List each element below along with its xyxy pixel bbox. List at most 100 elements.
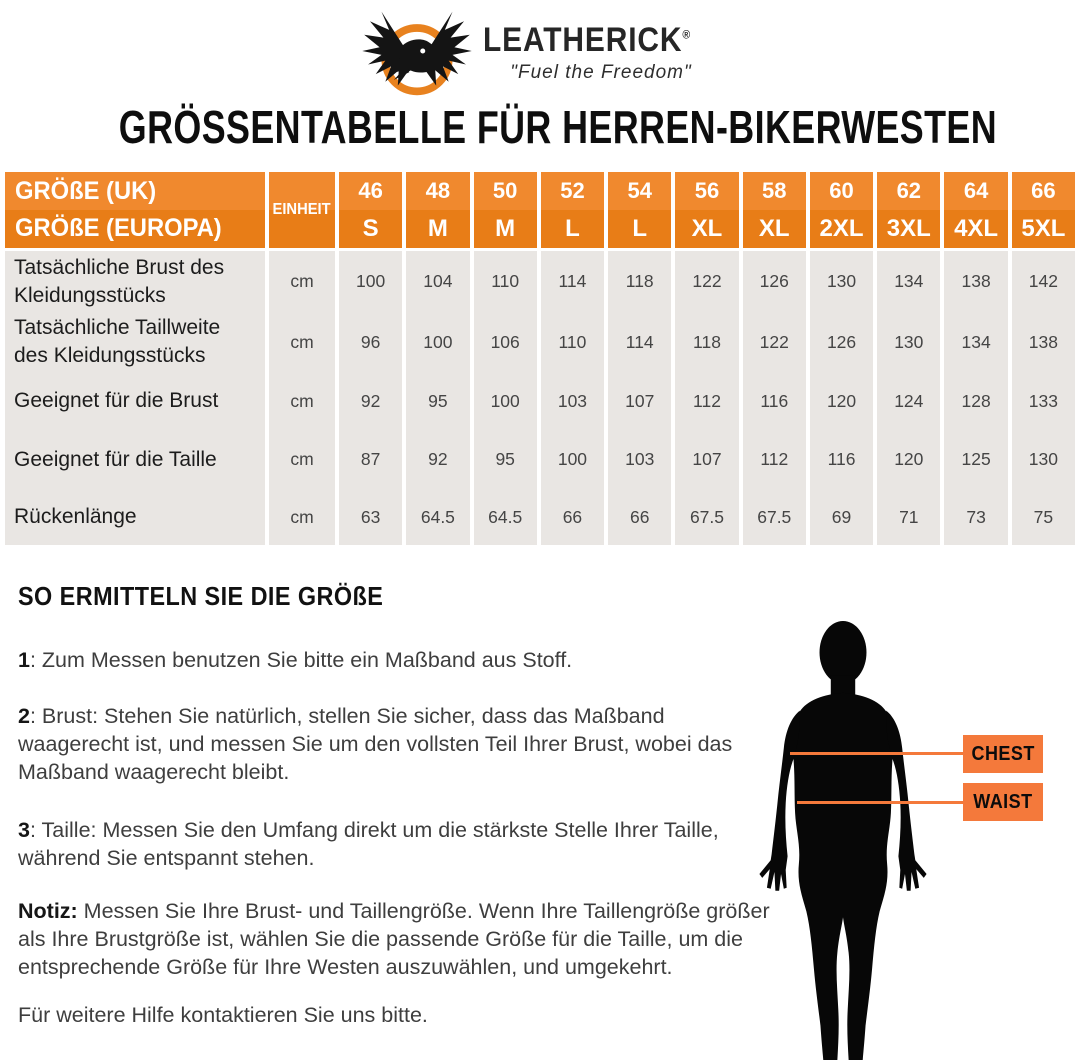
value-cell: 112 xyxy=(675,372,739,430)
brand-text-block: LEATHERICK® "Fuel the Freedom" xyxy=(483,21,719,84)
eagle-logo-icon xyxy=(362,11,472,96)
unit-cell: cm xyxy=(269,489,335,545)
row-label: Rückenlänge xyxy=(5,489,265,545)
value-cell: 87 xyxy=(339,430,403,489)
value-cell: 142 xyxy=(1011,251,1075,312)
value-cell: 75 xyxy=(1011,489,1075,545)
uk-size-header: 52 xyxy=(540,172,605,210)
value-cell: 100 xyxy=(473,372,537,430)
value-cell: 118 xyxy=(608,251,672,312)
value-cell: 130 xyxy=(1011,430,1075,489)
eu-size-header: 4XL xyxy=(944,210,1008,248)
eu-size-header: M xyxy=(473,210,537,248)
value-cell: 138 xyxy=(944,251,1008,312)
row-label: Geeignet für die Brust xyxy=(5,372,265,430)
header-body-divider xyxy=(5,248,1075,251)
value-cell: 110 xyxy=(473,251,537,312)
value-cell: 128 xyxy=(944,372,1008,430)
value-cell: 66 xyxy=(540,489,605,545)
guide-step-1: 1: Zum Messen benutzen Sie bitte ein Maß… xyxy=(18,648,573,672)
size-eu-label: GRÖßE (EUROPA) xyxy=(15,214,222,242)
brand-tagline: "Fuel the Freedom" xyxy=(510,61,692,83)
value-cell: 103 xyxy=(540,372,605,430)
eu-size-header: S xyxy=(339,210,403,248)
value-cell: 138 xyxy=(1011,312,1075,372)
uk-size-header: 58 xyxy=(742,172,806,210)
value-cell: 95 xyxy=(473,430,537,489)
guide-step-2: 2: Brust: Stehen Sie natürlich, stellen … xyxy=(18,704,733,784)
uk-size-header: 60 xyxy=(809,172,874,210)
size-table-body: Tatsächliche Brust des Kleidungsstücks c… xyxy=(5,251,1075,545)
value-cell: 114 xyxy=(608,312,672,372)
value-cell: 67.5 xyxy=(742,489,806,545)
value-cell: 110 xyxy=(540,312,605,372)
value-cell: 120 xyxy=(877,430,941,489)
value-cell: 124 xyxy=(877,372,941,430)
chest-measure-line xyxy=(790,752,963,755)
value-cell: 73 xyxy=(944,489,1008,545)
unit-cell: cm xyxy=(269,312,335,372)
value-cell: 126 xyxy=(809,312,874,372)
row-label: Geeignet für die Taille xyxy=(5,430,265,489)
value-cell: 95 xyxy=(406,372,470,430)
value-cell: 103 xyxy=(608,430,672,489)
unit-header-cell: EINHEIT xyxy=(269,172,335,248)
row-label: Tatsächliche Taillweite des Kleidungsstü… xyxy=(5,312,265,372)
value-cell: 122 xyxy=(742,312,806,372)
brand-logo: LEATHERICK® "Fuel the Freedom" xyxy=(0,4,1080,100)
value-cell: 112 xyxy=(742,430,806,489)
value-cell: 122 xyxy=(675,251,739,312)
value-cell: 100 xyxy=(540,430,605,489)
unit-cell: cm xyxy=(269,372,335,430)
value-cell: 134 xyxy=(944,312,1008,372)
uk-size-header: 62 xyxy=(877,172,941,210)
value-cell: 69 xyxy=(809,489,874,545)
eu-size-header: 5XL xyxy=(1011,210,1075,248)
eu-size-header: XL xyxy=(675,210,739,248)
value-cell: 64.5 xyxy=(406,489,470,545)
value-cell: 118 xyxy=(675,312,739,372)
value-cell: 114 xyxy=(540,251,605,312)
value-cell: 134 xyxy=(877,251,941,312)
guide-heading: SO ERMITTELN SIE DIE GRÖßE xyxy=(18,581,384,611)
value-cell: 67.5 xyxy=(675,489,739,545)
unit-cell: cm xyxy=(269,251,335,312)
value-cell: 71 xyxy=(877,489,941,545)
uk-size-header: 48 xyxy=(406,172,470,210)
guide-note: Notiz: Messen Sie Ihre Brust- und Taille… xyxy=(18,899,770,979)
value-cell: 133 xyxy=(1011,372,1075,430)
row-label: Tatsächliche Brust des Kleidungsstücks xyxy=(5,251,265,312)
brand-name: LEATHERICK® xyxy=(482,20,691,59)
value-cell: 120 xyxy=(809,372,874,430)
uk-size-header: 46 xyxy=(339,172,403,210)
eu-size-header: XL xyxy=(742,210,806,248)
eu-size-header: 3XL xyxy=(877,210,941,248)
size-table: GRÖßE (UK) GRÖßE (EUROPA) EINHEIT 46 48 … xyxy=(5,172,1075,545)
size-label-cell: GRÖßE (UK) GRÖßE (EUROPA) xyxy=(5,172,265,248)
eu-size-header: L xyxy=(608,210,672,248)
value-cell: 126 xyxy=(742,251,806,312)
waist-measure-line xyxy=(797,801,963,804)
body-silhouette-icon xyxy=(759,620,927,1061)
eu-size-header: M xyxy=(406,210,470,248)
value-cell: 100 xyxy=(339,251,403,312)
value-cell: 107 xyxy=(675,430,739,489)
guide-footer: Für weitere Hilfe kontaktieren Sie uns b… xyxy=(18,1003,428,1027)
eu-size-header: 2XL xyxy=(809,210,874,248)
registered-mark: ® xyxy=(682,27,691,42)
page-title: GRÖSSENTABELLE FÜR HERREN-BIKERWESTEN xyxy=(118,101,998,153)
size-uk-label: GRÖßE (UK) xyxy=(15,177,157,205)
value-cell: 96 xyxy=(339,312,403,372)
uk-size-header: 56 xyxy=(675,172,739,210)
value-cell: 63 xyxy=(339,489,403,545)
value-cell: 116 xyxy=(742,372,806,430)
chest-label: CHEST xyxy=(963,735,1043,773)
measurement-figure: CHEST WAIST xyxy=(700,620,1080,1063)
uk-size-header: 64 xyxy=(944,172,1008,210)
size-table-header: GRÖßE (UK) GRÖßE (EUROPA) EINHEIT 46 48 … xyxy=(5,172,1075,248)
value-cell: 64.5 xyxy=(473,489,537,545)
eu-size-header: L xyxy=(540,210,605,248)
uk-size-header: 54 xyxy=(608,172,672,210)
value-cell: 130 xyxy=(877,312,941,372)
